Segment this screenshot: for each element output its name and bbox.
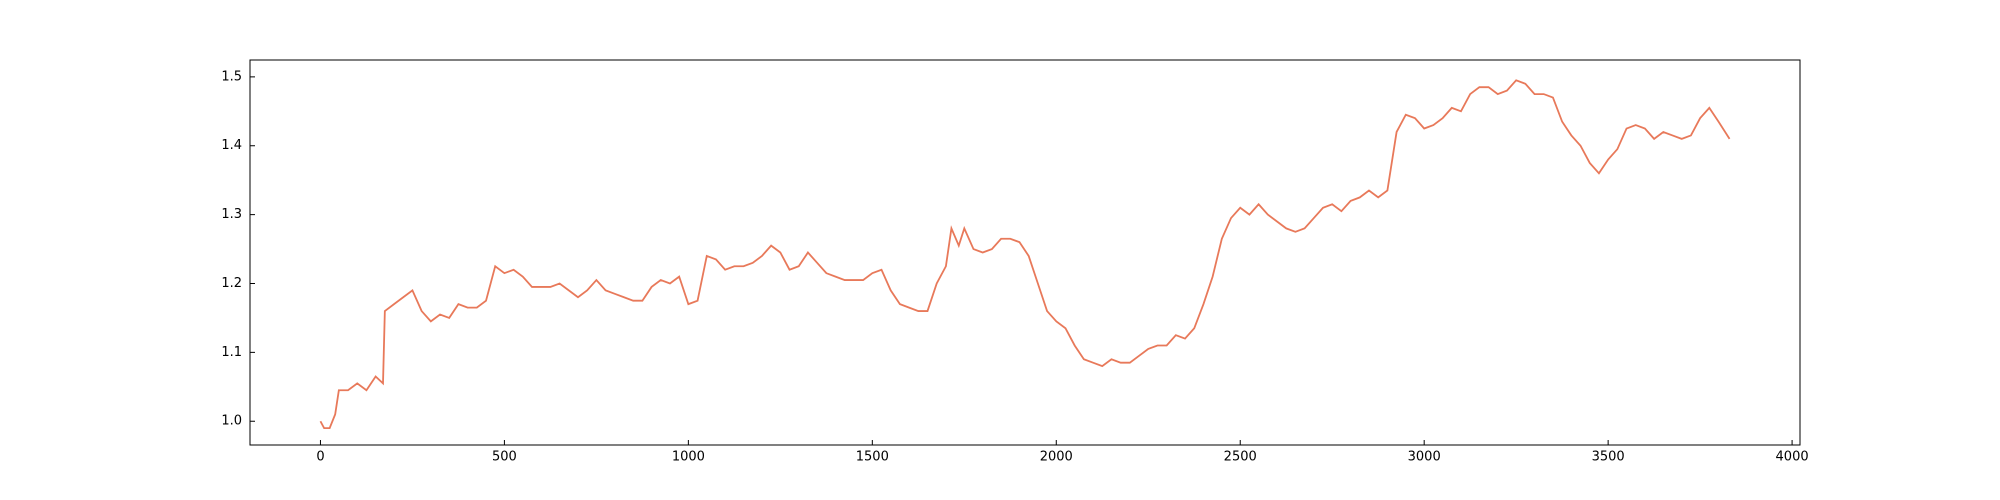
y-tick-label: 1.3 <box>221 207 242 222</box>
x-tick-label: 500 <box>492 450 517 465</box>
x-tick-label: 3500 <box>1592 450 1625 465</box>
y-tick-label: 1.1 <box>221 345 242 360</box>
x-tick-label: 1000 <box>672 450 705 465</box>
line-series <box>319 79 1731 430</box>
x-tick-label: 3000 <box>1408 450 1441 465</box>
y-tick-label: 1.2 <box>221 276 242 291</box>
x-tick-label: 0 <box>316 450 324 465</box>
x-tick-label: 1500 <box>856 450 889 465</box>
x-tick-label: 4000 <box>1776 450 1809 465</box>
y-tick-label: 1.4 <box>221 138 242 153</box>
y-tick-label: 1.0 <box>221 414 242 429</box>
x-tick-label: 2000 <box>1040 450 1073 465</box>
plot-frame <box>249 59 1801 446</box>
x-tick-label: 2500 <box>1224 450 1257 465</box>
y-tick-label: 1.5 <box>221 69 242 84</box>
